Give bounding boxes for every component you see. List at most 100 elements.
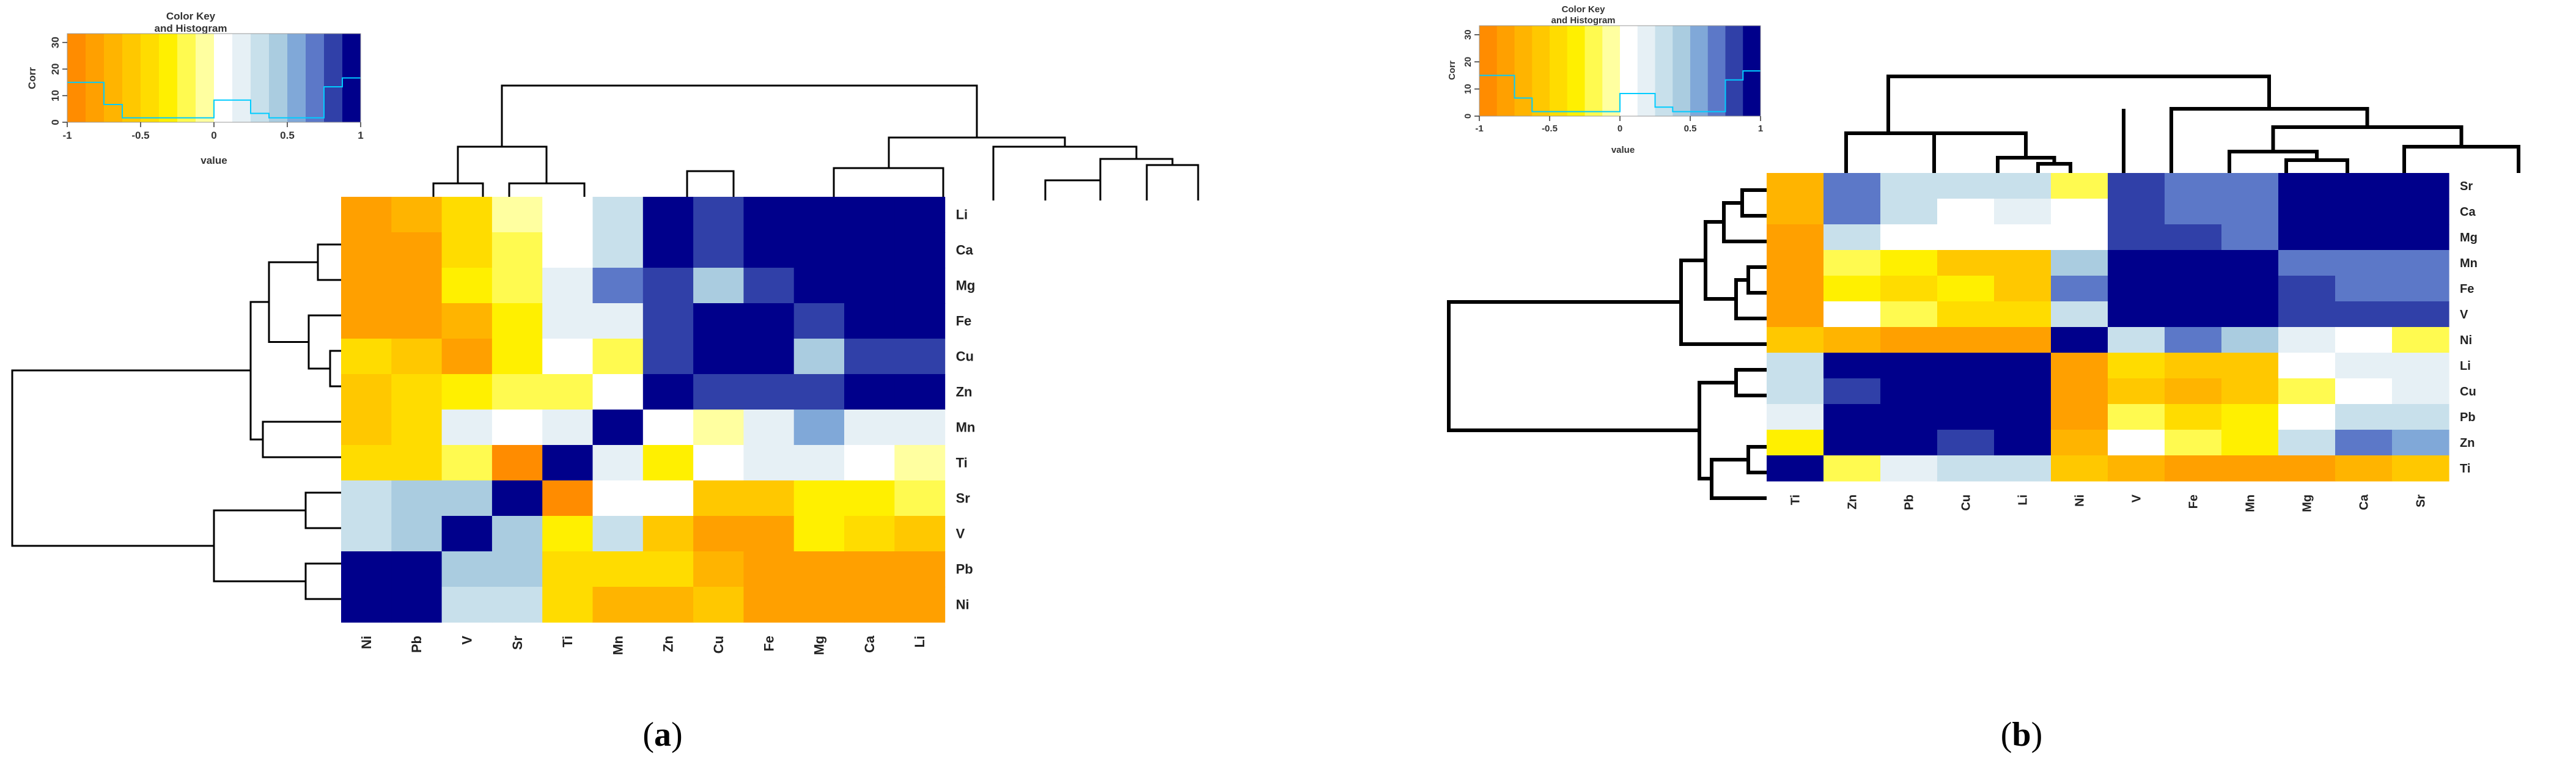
heatmap-a-cell-Fe-Fe	[743, 303, 795, 339]
heatmap-b-cell-Ti-Pb	[1880, 455, 1938, 482]
heatmap-a-cell-Ca-Sr	[491, 232, 543, 268]
heatmap-a-cell-Sr-Ti	[542, 480, 594, 517]
color-key-a-x-tick-label: 0	[211, 130, 216, 141]
heatmap-b-cell-Mn-Mn	[2221, 250, 2279, 276]
heatmap-a-row-label: Ni	[956, 597, 970, 612]
heatmap-a-cell-Fe-Ti	[542, 303, 594, 339]
heatmap-b-cell-Li-Li	[1994, 353, 2052, 379]
heatmap-b-cell-Zn-Mg	[2278, 430, 2336, 456]
heatmap-a-cell-Cu-Pb	[391, 339, 443, 375]
heatmap-a-cell-Li-Cu	[693, 197, 744, 233]
heatmap-a-cell-Ni-Cu	[693, 587, 744, 623]
heatmap-a-cell-Mn-Li	[894, 410, 946, 446]
heatmap-b-cell-Fe-Mn	[2221, 276, 2279, 302]
heatmap-b-cell-Ni-Mn	[2221, 327, 2279, 353]
heatmap-a-cell-Cu-Mg	[793, 339, 845, 375]
color-key-a-swatch	[214, 34, 233, 122]
heatmap-b-cell-Sr-Sr	[2392, 173, 2449, 199]
heatmap-a-cell-Li-Ca	[844, 197, 895, 233]
row-dendrogram-b	[1447, 188, 1767, 500]
heatmap-a-cell-Mn-Cu	[693, 410, 744, 446]
heatmap-b-cell-Zn-Ni	[2051, 430, 2108, 456]
heatmap-b-cell-V-Ca	[2335, 301, 2393, 328]
heatmap-a-row-label: Li	[956, 207, 968, 222]
panel-a: Color Key and Histogram -1 -0.5 0 0.5 1 0 10 2…	[11, 10, 1199, 754]
heatmap-b-cell-Cu-Fe	[2165, 378, 2222, 405]
heatmap-a-cell-Mn-Zn	[642, 410, 694, 446]
heatmap-b-column-label: Ca	[2358, 494, 2371, 510]
heatmap-b-cell-Ti-Mn	[2221, 455, 2279, 482]
color-key-a-swatch	[177, 34, 196, 122]
heatmap-a-cell-Pb-Cu	[693, 551, 744, 587]
heatmap-a-cell-Zn-Zn	[642, 374, 694, 410]
heatmap-b-cell-Ca-Mg	[2278, 199, 2336, 225]
heatmap-b-row-label: Mn	[2460, 257, 2478, 270]
heatmap-a-cell-Fe-Pb	[391, 303, 443, 339]
heatmap-b-cell-Mn-Mg	[2278, 250, 2336, 276]
color-key-a-swatch	[86, 34, 105, 122]
heatmap-b-cell-Ti-Zn	[1823, 455, 1881, 482]
heatmap-a-cell-Ca-Ni	[341, 232, 392, 268]
heatmap-b-cell-Mg-Ca	[2335, 224, 2393, 251]
heatmap-b-cell-Ni-Ca	[2335, 327, 2393, 353]
heatmap-b-cell-Cu-Ni	[2051, 378, 2108, 405]
heatmap-a-cell-Mn-Sr	[491, 410, 543, 446]
color-key-a-swatch	[306, 34, 325, 122]
color-key-b-swatch	[1637, 26, 1655, 116]
color-key-b-y-tick-label: 0	[1463, 114, 1473, 119]
color-key-b-y-tick-label: 20	[1463, 57, 1473, 67]
color-key-b-xlabel: value	[1611, 145, 1635, 155]
color-key-histogram	[67, 77, 361, 119]
heatmap-b-cell-Fe-Cu	[1937, 276, 1995, 302]
color-key-a-swatch	[287, 34, 306, 122]
heatmap-a-cell-Li-V	[441, 197, 493, 233]
heatmap-a-cell-Li-Ni	[341, 197, 392, 233]
color-key-a-swatch	[232, 34, 251, 122]
heatmap-a-cell-V-Li	[894, 516, 946, 552]
heatmap-a-cell-Fe-Ca	[844, 303, 895, 339]
heatmap-b-cell-Mg-Fe	[2165, 224, 2222, 251]
color-key-b-histogram-line	[1479, 70, 1761, 112]
heatmap-a-cell-Mn-Ni	[341, 410, 392, 446]
heatmap-b-cell-Zn-Fe	[2165, 430, 2222, 456]
color-key-b-swatch	[1620, 26, 1638, 116]
heatmap-a-cell-Sr-Mn	[592, 480, 644, 517]
heatmap-a-cell-Ni-Zn	[642, 587, 694, 623]
heatmap-a-cell-Mg-Ca	[844, 268, 895, 304]
color-key-a-swatch	[67, 34, 86, 122]
heatmap-b-cell-Fe-Li	[1994, 276, 2052, 302]
heatmap-b-cell-V-Sr	[2392, 301, 2449, 328]
heatmap-b-cell-Li-Sr	[2392, 353, 2449, 379]
color-key-a-swatch	[122, 34, 141, 122]
heatmap-b-cell-Ca-V	[2108, 199, 2165, 225]
heatmap-b-cell-V-Mg	[2278, 301, 2336, 328]
color-key-b-swatch	[1707, 26, 1726, 116]
heatmap-a-cell-Cu-Mn	[592, 339, 644, 375]
heatmap-b-cell-Ti-Ca	[2335, 455, 2393, 482]
color-key-a-y-tick-label: 30	[50, 37, 61, 48]
heatmap-b-cell-Mn-Cu	[1937, 250, 1995, 276]
heatmap-b-cell-Pb-Mn	[2221, 404, 2279, 430]
heatmap-a-cell-Mg-Pb	[391, 268, 443, 304]
heatmap-b-cell-Mn-Fe	[2165, 250, 2222, 276]
heatmap-b-cell-Ca-Mn	[2221, 199, 2279, 225]
heatmap-b-cell-Ti-Cu	[1937, 455, 1995, 482]
heatmap-a-cell-Ni-Ca	[844, 587, 895, 623]
color-key-a-y-tick-label: 10	[50, 90, 61, 101]
color-key-b-y-ticks: 0 10 20 30	[1463, 29, 1479, 119]
heatmap-b-cell-Ca-Fe	[2165, 199, 2222, 225]
column-dendrogram-b	[1844, 75, 2520, 173]
heatmap-b-cell-Cu-Mg	[2278, 378, 2336, 405]
heatmap-b-cell-Mg-Mn	[2221, 224, 2279, 251]
heatmap-b-row-label: Ti	[2460, 462, 2470, 476]
heatmap-a-cell-Ti-Mg	[793, 445, 845, 481]
heatmap-a-cell-Ni-Mg	[793, 587, 845, 623]
heatmap-a-cell-Sr-Cu	[693, 480, 744, 517]
heatmap-b-cell-Pb-Sr	[2392, 404, 2449, 430]
heatmap-b-row-label: Zn	[2460, 436, 2475, 450]
heatmap-a-cell-Sr-Li	[894, 480, 946, 517]
heatmap-b-cell-Fe-Pb	[1880, 276, 1938, 302]
heatmap-a-column-label: Mn	[610, 636, 625, 655]
heatmap-b-cell-V-Fe	[2165, 301, 2222, 328]
